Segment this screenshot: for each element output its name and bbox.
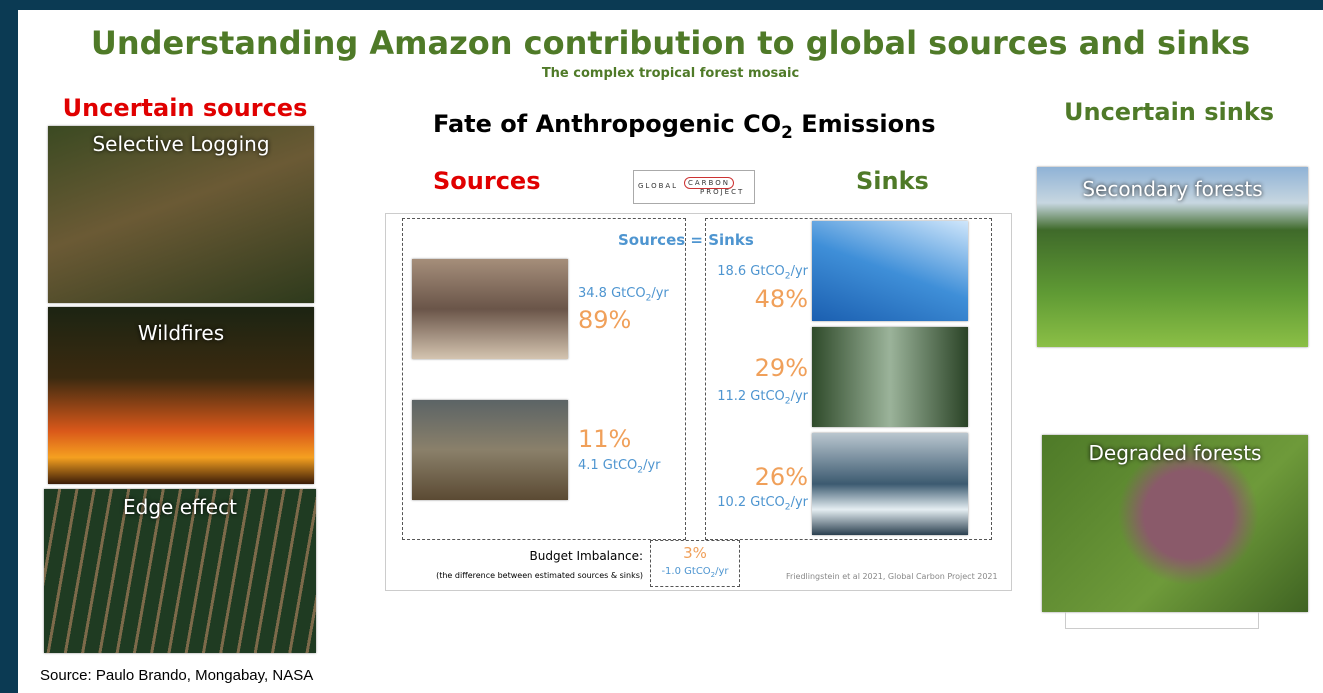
slide: Understanding Amazon contribution to glo… — [18, 10, 1323, 693]
heading: Uncertain sources — [48, 94, 322, 122]
photo — [812, 327, 968, 427]
heading: Uncertain sinks — [1064, 98, 1274, 126]
logo-text: GLOBAL — [638, 182, 678, 190]
sinks-label: Sinks — [856, 167, 929, 195]
text: /yr — [791, 495, 808, 510]
photo-label: Wildfires — [48, 321, 314, 345]
flux: 34.8 GtCO2/yr — [578, 286, 669, 304]
flux: 11.2 GtCO2/yr — [717, 389, 808, 407]
frame — [1065, 612, 1259, 629]
photo: Wildfires — [48, 307, 314, 484]
photo-label: Selective Logging — [48, 132, 314, 156]
photo: Edge effect — [44, 489, 316, 653]
photo-label: Edge effect — [44, 495, 316, 519]
share: 29% — [755, 354, 808, 382]
flux: 18.6 GtCO2/yr — [717, 264, 808, 282]
share: 48% — [755, 285, 808, 313]
share: 89% — [578, 306, 631, 334]
text: /yr — [791, 389, 808, 404]
text: /yr — [791, 264, 808, 279]
text: 11.2 GtCO — [717, 389, 785, 404]
text: -1.0 GtCO — [661, 566, 710, 577]
logo-text: PROJECT — [700, 188, 744, 196]
page: {"header":{"title":"Understanding Amazon… — [0, 0, 1323, 693]
photo: Secondary forests — [1037, 167, 1308, 347]
photo-label: Degraded forests — [1042, 441, 1308, 465]
subscript: 2 — [781, 122, 793, 142]
photo: Degraded forests — [1042, 435, 1308, 612]
text: Sources — [618, 231, 685, 249]
center-title: Fate of Anthropogenic CO2 Emissions — [433, 110, 935, 142]
share: 3% — [651, 544, 739, 562]
imbalance-label: Budget Imbalance: — [530, 549, 644, 563]
title: Understanding Amazon contribution to glo… — [18, 24, 1323, 62]
imbalance-box: 3% -1.0 GtCO2/yr — [650, 540, 740, 587]
share: 26% — [755, 463, 808, 491]
flux: -1.0 GtCO2/yr — [651, 566, 739, 579]
imbalance-note: (the difference between estimated source… — [436, 571, 643, 580]
text: /yr — [643, 458, 660, 473]
citation: Friedlingstein et al 2021, Global Carbon… — [786, 572, 998, 581]
flux: 10.2 GtCO2/yr — [717, 495, 808, 513]
text: Emissions — [793, 110, 936, 138]
text: 34.8 GtCO — [578, 286, 646, 301]
text: Sinks — [708, 231, 754, 249]
photo — [412, 259, 568, 359]
photo-label: Secondary forests — [1037, 177, 1308, 201]
text: /yr — [715, 566, 728, 577]
sources-label: Sources — [433, 167, 540, 195]
text: = — [690, 231, 703, 249]
photo: Selective Logging — [48, 126, 314, 303]
text: /yr — [651, 286, 668, 301]
logo: GLOBAL CARBON PROJECT — [633, 170, 755, 204]
text: 10.2 GtCO — [717, 495, 785, 510]
flux: 4.1 GtCO2/yr — [578, 458, 661, 476]
text: 18.6 GtCO — [717, 264, 785, 279]
text: Fate of Anthropogenic CO — [433, 110, 781, 138]
subtitle: The complex tropical forest mosaic — [18, 66, 1323, 81]
photo — [412, 400, 568, 500]
text: 4.1 GtCO — [578, 458, 637, 473]
credit: Source: Paulo Brando, Mongabay, NASA — [40, 667, 313, 684]
photo — [812, 433, 968, 535]
photo — [812, 221, 968, 321]
share: 11% — [578, 425, 631, 453]
equation: Sources = Sinks — [618, 231, 754, 249]
